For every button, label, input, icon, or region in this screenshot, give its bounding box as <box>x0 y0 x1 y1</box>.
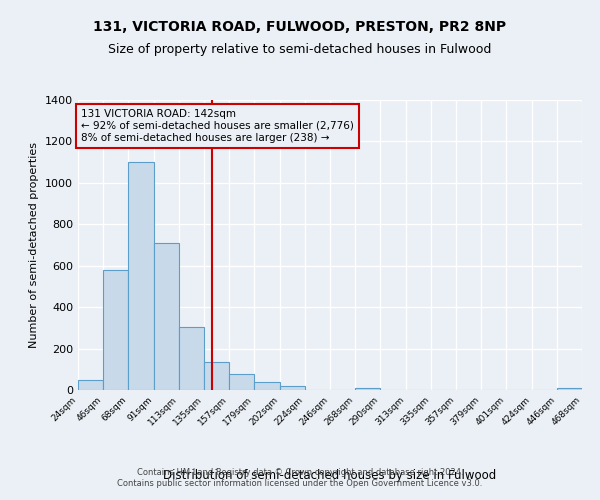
Text: Contains HM Land Registry data © Crown copyright and database right 2024.
Contai: Contains HM Land Registry data © Crown c… <box>118 468 482 487</box>
Bar <box>229 374 254 390</box>
Bar <box>154 243 179 390</box>
Bar <box>128 162 154 390</box>
Bar <box>254 382 280 390</box>
Bar <box>78 380 103 390</box>
Bar <box>103 270 128 390</box>
Bar <box>204 362 229 390</box>
Bar <box>179 327 204 390</box>
Bar <box>557 388 582 390</box>
X-axis label: Distribution of semi-detached houses by size in Fulwood: Distribution of semi-detached houses by … <box>163 468 497 481</box>
Y-axis label: Number of semi-detached properties: Number of semi-detached properties <box>29 142 40 348</box>
Text: Size of property relative to semi-detached houses in Fulwood: Size of property relative to semi-detach… <box>109 42 491 56</box>
Bar <box>355 388 380 390</box>
Text: 131, VICTORIA ROAD, FULWOOD, PRESTON, PR2 8NP: 131, VICTORIA ROAD, FULWOOD, PRESTON, PR… <box>94 20 506 34</box>
Bar <box>280 386 305 390</box>
Text: 131 VICTORIA ROAD: 142sqm
← 92% of semi-detached houses are smaller (2,776)
8% o: 131 VICTORIA ROAD: 142sqm ← 92% of semi-… <box>82 110 354 142</box>
